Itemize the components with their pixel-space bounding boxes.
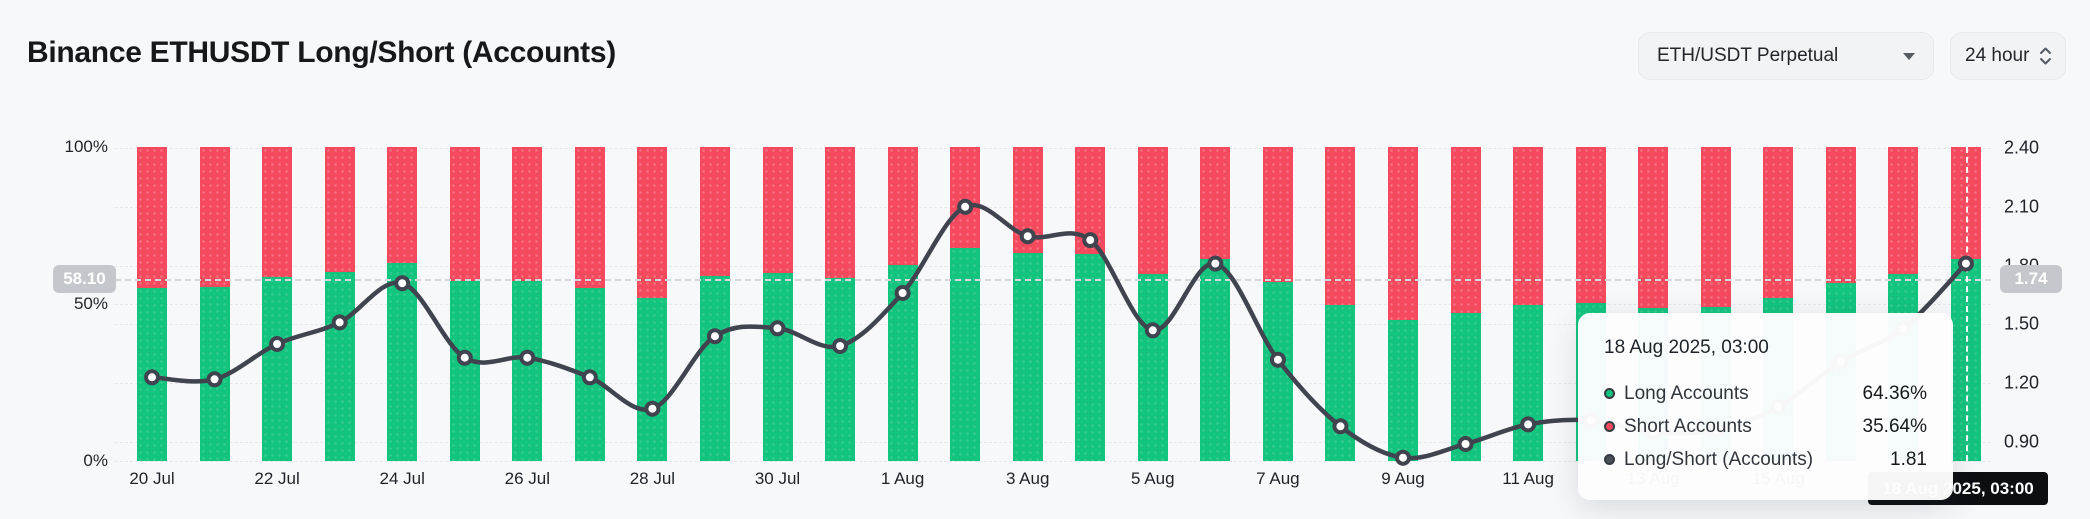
crosshair-vertical-line — [1965, 147, 1968, 461]
left-axis-tick: 100% — [64, 137, 108, 156]
symbol-select-value: ETH/USDT Perpetual — [1657, 45, 1839, 66]
x-axis-label: 9 Aug — [1381, 469, 1425, 488]
tooltip-row: Long Accounts 64.36% — [1604, 377, 1927, 410]
series-dot-icon — [1604, 421, 1615, 432]
x-axis-label: 20 Jul — [129, 469, 175, 488]
right-axis-tick: 2.40 — [2004, 137, 2040, 158]
crosshair-right-value-badge: 1.74 — [2000, 264, 2062, 293]
left-axis-tick: 0% — [83, 451, 108, 470]
chart-tooltip: 18 Aug 2025, 03:00 Long Accounts 64.36% Sh… — [1578, 313, 1953, 500]
x-axis-label: 11 Aug — [1502, 469, 1554, 488]
right-axis-tick: 0.90 — [2004, 431, 2040, 452]
gridline — [115, 148, 1991, 149]
x-axis-label: 22 Jul — [254, 469, 300, 488]
x-axis-label: 1 Aug — [880, 469, 925, 488]
x-axis-label: 30 Jul — [754, 469, 801, 488]
x-axis-label: 24 Jul — [379, 469, 425, 488]
series-dot-icon — [1604, 388, 1615, 399]
up-down-chevrons-icon — [2040, 47, 2051, 65]
tooltip-rows: Long Accounts 64.36% Short Accounts 35.64% L… — [1604, 377, 1927, 476]
x-axis-label: 7 Aug — [1256, 469, 1300, 488]
series-dot-icon — [1604, 454, 1615, 465]
right-axis-tick: 2.10 — [2004, 196, 2040, 217]
tooltip-title: 18 Aug 2025, 03:00 — [1604, 337, 1769, 358]
tooltip-row: Short Accounts 35.64% — [1604, 410, 1927, 443]
chevron-down-icon — [1903, 52, 1915, 60]
tooltip-row: Long/Short (Accounts) 1.81 — [1604, 443, 1927, 476]
tooltip-series-label: Long Accounts — [1624, 382, 1749, 404]
crosshair-horizontal-line — [115, 278, 1991, 281]
right-axis-tick: 1.50 — [2004, 313, 2040, 334]
tooltip-series-value: 64.36% — [1862, 382, 1927, 404]
x-axis-label: 26 Jul — [504, 469, 550, 488]
x-axis-label: 28 Jul — [629, 469, 676, 488]
x-axis-label: 3 Aug — [1005, 469, 1050, 488]
right-axis-tick: 1.20 — [2004, 372, 2040, 393]
tooltip-series-value: 1.81 — [1890, 448, 1927, 470]
gridline — [115, 461, 1991, 462]
interval-select[interactable]: 24 hour — [1950, 32, 2066, 80]
tooltip-series-value: 35.64% — [1862, 415, 1927, 437]
page-title: Binance ETHUSDT Long/Short (Accounts) — [27, 36, 616, 69]
symbol-select[interactable]: ETH/USDT Perpetual — [1638, 32, 1934, 80]
left-axis-tick: 50% — [73, 294, 108, 313]
crosshair-left-value-badge: 58.10 — [53, 264, 116, 293]
tooltip-series-label: Short Accounts — [1624, 415, 1752, 437]
tooltip-series-label: Long/Short (Accounts) — [1624, 448, 1814, 470]
x-axis-label: 5 Aug — [1131, 469, 1175, 488]
interval-select-value: 24 hour — [1965, 45, 2030, 66]
